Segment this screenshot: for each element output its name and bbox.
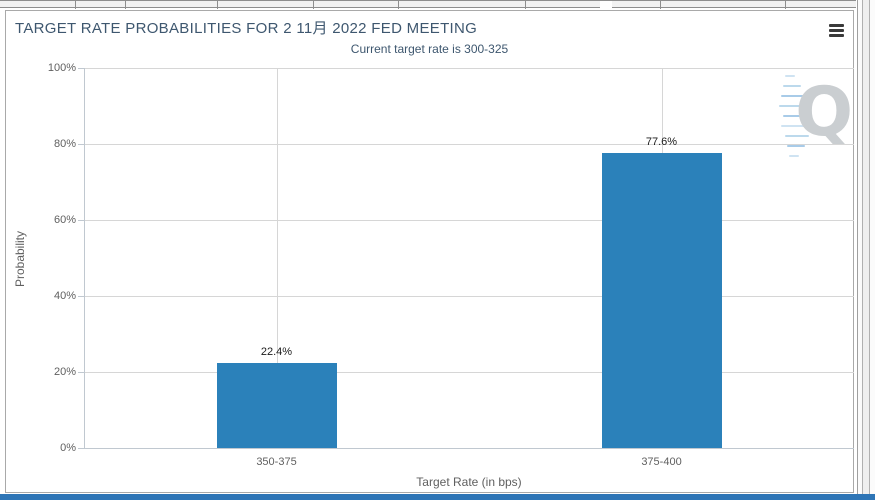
tab-divider	[398, 1, 399, 9]
y-tick	[78, 372, 84, 373]
bar-value-label: 77.6%	[645, 136, 678, 149]
y-gridline	[84, 220, 854, 221]
x-axis-line	[84, 448, 854, 449]
y-tick-label: 0%	[60, 442, 76, 454]
y-tick-label: 100%	[47, 62, 76, 74]
y-tick-label: 80%	[53, 138, 76, 150]
x-axis-title: Target Rate (in bps)	[416, 475, 522, 489]
y-axis-line	[84, 68, 85, 448]
bottom-bar	[0, 494, 875, 500]
tab-divider	[785, 1, 786, 9]
y-tick	[78, 144, 84, 145]
category-label: 375-400	[641, 456, 682, 468]
vertical-scrollbar[interactable]	[857, 0, 875, 500]
probability-bar[interactable]	[601, 153, 722, 448]
y-gridline	[84, 68, 854, 69]
tab-divider	[217, 1, 218, 9]
tab-gap	[600, 1, 612, 9]
chart-subtitle: Current target rate is 300-325	[350, 42, 509, 56]
category-label: 350-375	[256, 456, 297, 468]
y-tick	[78, 296, 84, 297]
y-tick	[78, 448, 84, 449]
y-axis-title: Probability	[13, 230, 27, 288]
tab-divider	[313, 1, 314, 9]
hamburger-icon	[829, 23, 844, 27]
tab-strip[interactable]	[0, 0, 856, 9]
x-gridline	[276, 68, 278, 448]
chart-title: TARGET RATE PROBABILITIES FOR 2 11月 2022…	[15, 20, 478, 37]
plot-area: 0% 20% 40% 60% 80% 100% 22.4% 350-375 77.6% 375-4…	[6, 11, 854, 492]
y-tick	[78, 220, 84, 221]
tab-divider	[660, 1, 661, 9]
y-gridline	[84, 372, 854, 373]
y-gridline	[84, 296, 854, 297]
fedwatch-chart: TARGET RATE PROBABILITIES FOR 2 11月 2022…	[5, 10, 854, 493]
tab-divider	[525, 1, 526, 9]
probability-bar[interactable]	[216, 362, 337, 448]
y-gridline	[84, 144, 854, 145]
scrollbar-thumb[interactable]	[862, 0, 870, 500]
y-tick-label: 60%	[53, 214, 76, 226]
tab-divider	[125, 1, 126, 9]
y-tick	[78, 68, 84, 69]
chart-menu-button[interactable]	[827, 21, 847, 39]
hamburger-icon	[829, 33, 844, 37]
bar-value-label: 22.4%	[260, 345, 293, 358]
y-tick-label: 40%	[53, 290, 76, 302]
y-tick-label: 20%	[53, 366, 76, 378]
tab-divider	[75, 1, 76, 9]
hamburger-icon	[829, 28, 844, 32]
